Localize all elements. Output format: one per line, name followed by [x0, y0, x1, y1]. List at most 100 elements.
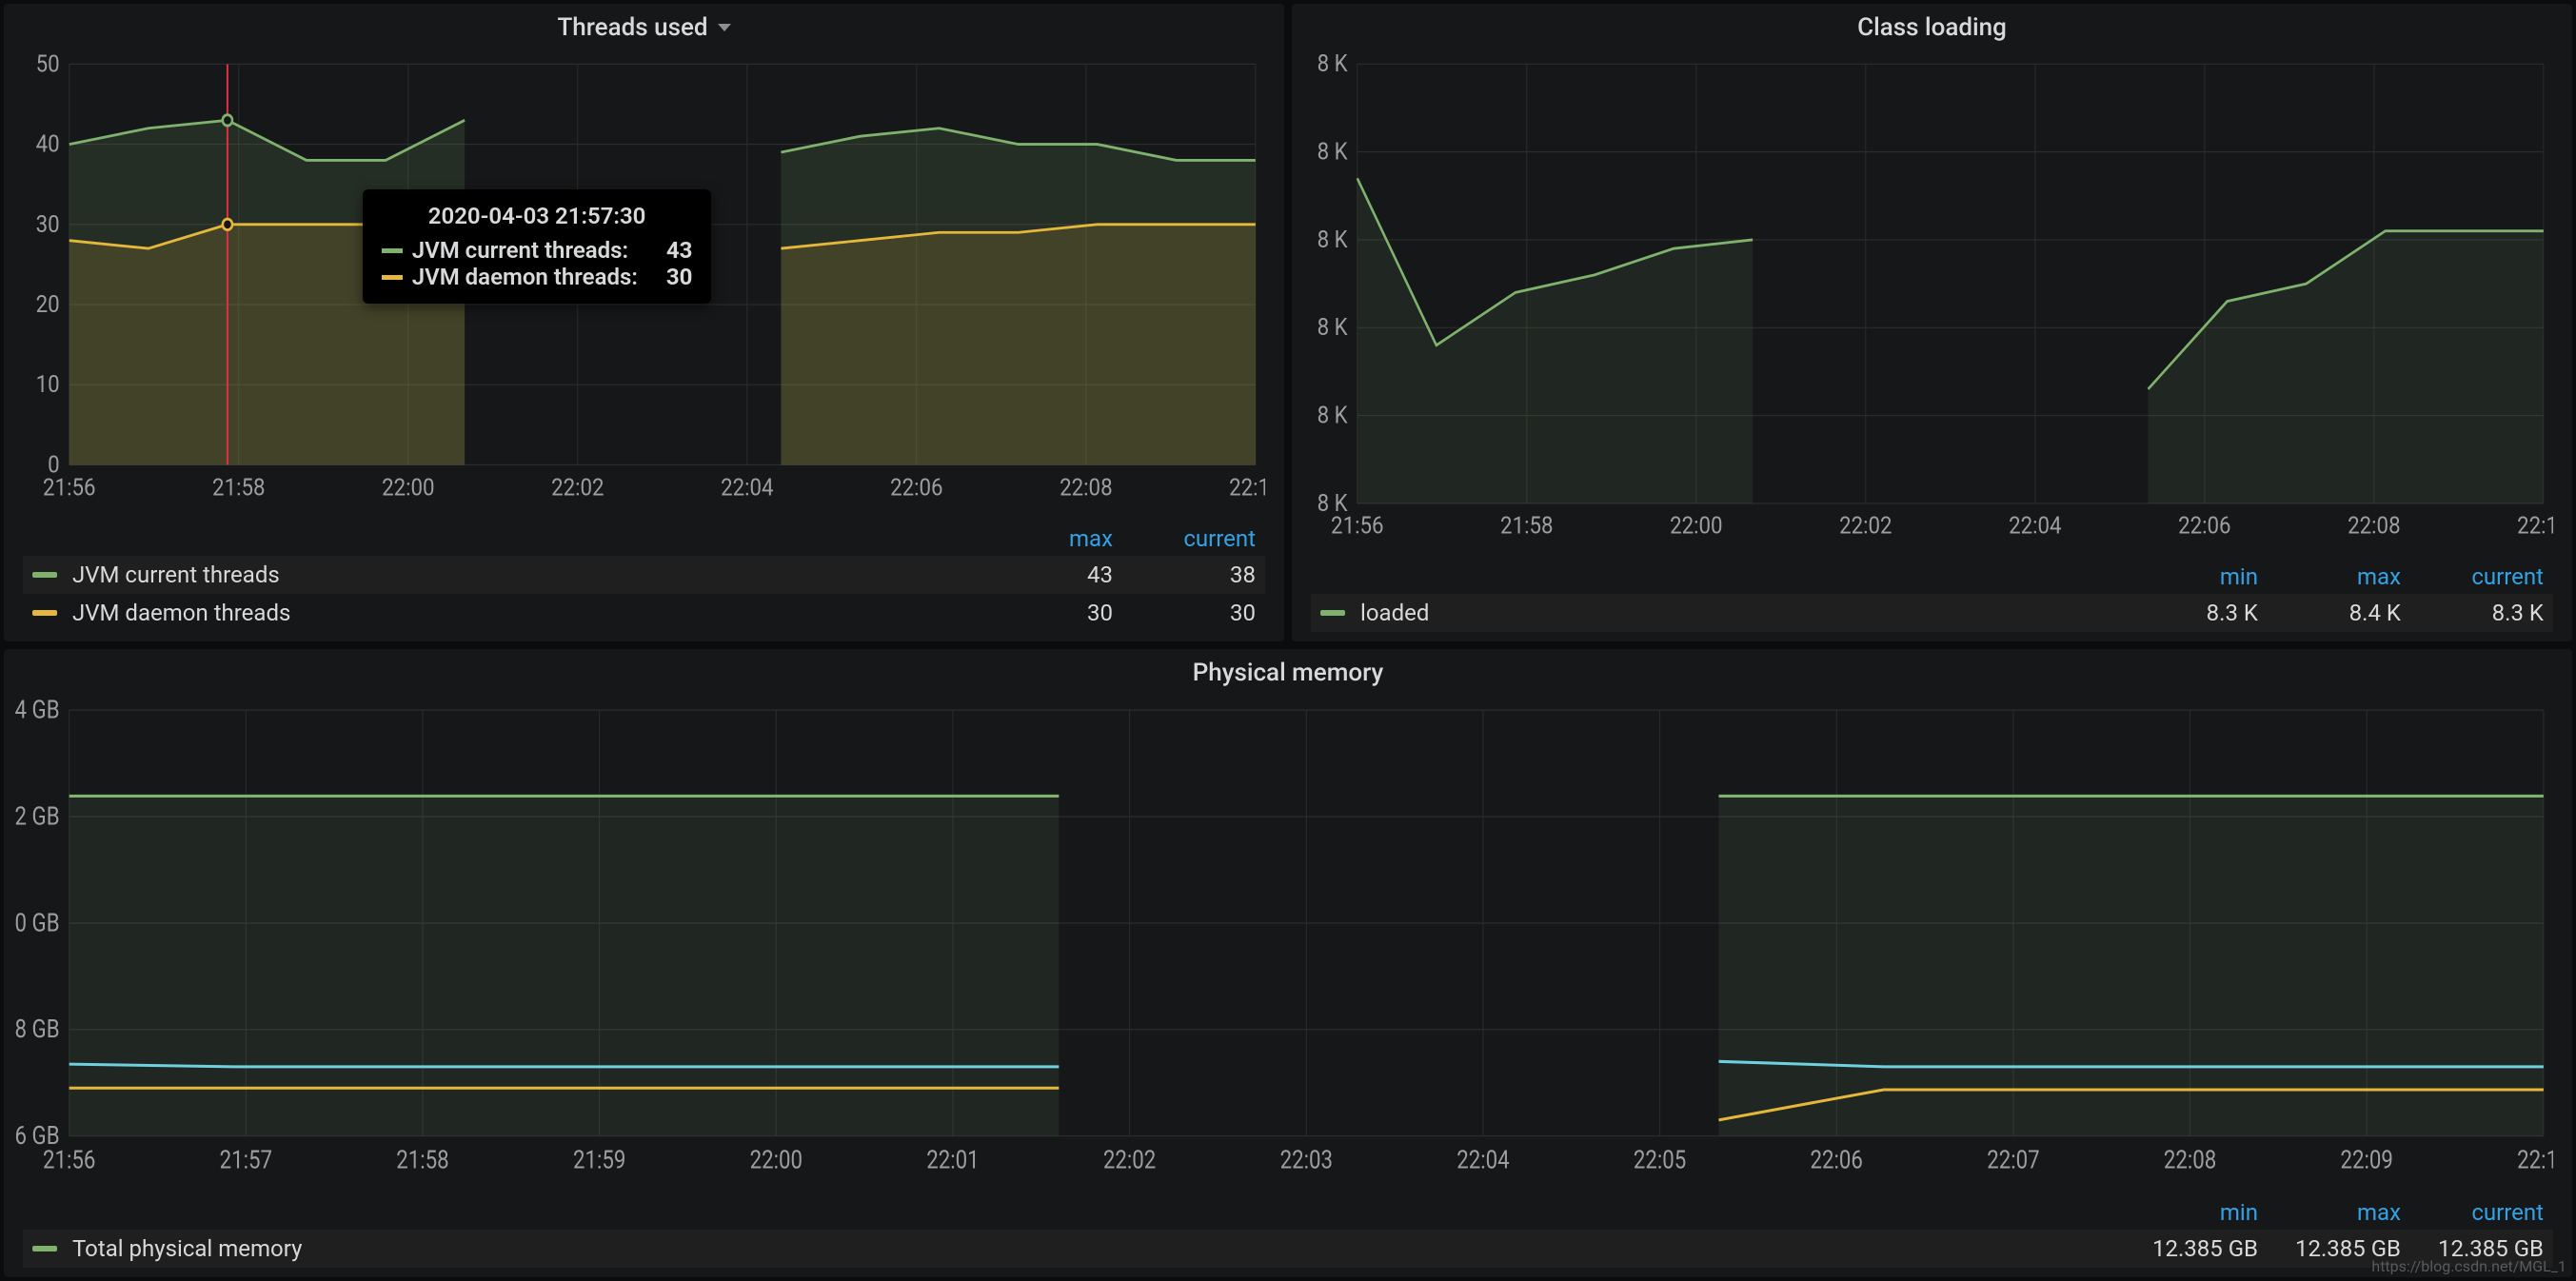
- watermark: https://blog.csdn.net/MGL_1: [2371, 1257, 2566, 1275]
- chevron-down-icon: [718, 24, 731, 31]
- svg-text:22:00: 22:00: [750, 1145, 803, 1174]
- legend-row[interactable]: JVM daemon threads3030: [23, 594, 1265, 632]
- legend-swatch: [32, 572, 57, 578]
- svg-text:8 GB: 8 GB: [15, 1014, 60, 1043]
- svg-text:14 GB: 14 GB: [11, 699, 60, 724]
- legend-row[interactable]: Total physical memory12.385 GB12.385 GB1…: [23, 1230, 2553, 1268]
- legend-memory: min max current Total physical memory12.385…: [4, 1190, 2572, 1277]
- legend-label: loaded: [1360, 600, 2115, 626]
- tooltip-row: JVM daemon threads: 30: [382, 264, 693, 290]
- svg-text:22:10: 22:10: [2517, 1145, 2553, 1174]
- legend-col[interactable]: max: [2306, 563, 2401, 590]
- legend-col[interactable]: current: [2448, 1199, 2544, 1226]
- legend-threads: maxcurrentJVM current threads4338JVM dae…: [4, 516, 1284, 641]
- svg-text:22:06: 22:06: [2178, 511, 2230, 539]
- svg-text:22:10: 22:10: [2517, 511, 2553, 539]
- legend-header: min max current: [1311, 560, 2553, 594]
- tooltip-swatch: [382, 248, 403, 253]
- svg-text:20: 20: [36, 290, 60, 319]
- svg-text:50: 50: [36, 53, 60, 78]
- svg-text:22:04: 22:04: [1456, 1145, 1510, 1174]
- svg-text:22:02: 22:02: [1103, 1145, 1156, 1174]
- chart-threads[interactable]: 0102030405021:5621:5822:0022:0222:0422:0…: [11, 53, 1265, 508]
- legend-value: 12.385 GB: [2115, 1235, 2258, 1262]
- svg-text:22:01: 22:01: [926, 1145, 979, 1174]
- svg-text:22:02: 22:02: [1839, 511, 1892, 539]
- svg-text:22:08: 22:08: [2164, 1145, 2216, 1174]
- chart-classes[interactable]: 8 K8 K8 K8 K8 K8 K21:5621:5822:0022:0222…: [1299, 53, 2553, 546]
- legend-header: max current: [23, 522, 1265, 556]
- legend-value: 30: [970, 600, 1113, 626]
- legend-col[interactable]: current: [2448, 563, 2544, 590]
- panel-memory: Physical memory 6 GB8 GB10 GB12 GB14 GB2…: [4, 649, 2572, 1277]
- tooltip-row: JVM current threads: 43: [382, 237, 693, 264]
- svg-text:22:00: 22:00: [1670, 511, 1722, 539]
- svg-text:30: 30: [36, 210, 60, 239]
- svg-text:22:06: 22:06: [1811, 1145, 1863, 1174]
- legend-swatch: [1320, 610, 1345, 616]
- legend-col[interactable]: current: [1160, 525, 1256, 552]
- svg-text:8 K: 8 K: [1318, 313, 1348, 341]
- panel-title-memory[interactable]: Physical memory: [4, 649, 2572, 691]
- legend-col[interactable]: min: [2163, 1199, 2258, 1226]
- tooltip-value: 30: [647, 264, 693, 290]
- title-text: Threads used: [557, 13, 707, 42]
- legend-col[interactable]: max: [2306, 1199, 2401, 1226]
- svg-text:22:03: 22:03: [1280, 1145, 1333, 1174]
- svg-text:12 GB: 12 GB: [11, 800, 60, 830]
- title-text: Class loading: [1857, 13, 2007, 42]
- legend-row[interactable]: JVM current threads4338: [23, 556, 1265, 594]
- title-text: Physical memory: [1193, 659, 1384, 687]
- legend-value: 8.3 K: [2115, 600, 2258, 626]
- panel-title-threads[interactable]: Threads used: [4, 4, 1284, 46]
- svg-text:21:58: 21:58: [1500, 511, 1553, 539]
- legend-swatch: [32, 1246, 57, 1251]
- legend-classes: minmaxcurrentloaded8.3 K8.4 K8.3 K: [1292, 554, 2572, 641]
- svg-text:21:56: 21:56: [43, 473, 95, 502]
- legend-value: 8.4 K: [2258, 600, 2401, 626]
- svg-text:8 K: 8 K: [1318, 137, 1348, 165]
- tooltip: 2020-04-03 21:57:30 JVM current threads:…: [363, 189, 712, 304]
- legend-value: 8.3 K: [2401, 600, 2544, 626]
- tooltip-swatch: [382, 275, 403, 280]
- legend-row[interactable]: loaded8.3 K8.4 K8.3 K: [1311, 594, 2553, 632]
- chart-memory[interactable]: 6 GB8 GB10 GB12 GB14 GB21:5621:5721:5821…: [11, 699, 2553, 1182]
- svg-text:22:09: 22:09: [2341, 1145, 2393, 1174]
- svg-text:10: 10: [36, 370, 60, 399]
- svg-text:22:07: 22:07: [1987, 1145, 2039, 1174]
- dashboard: Threads used 0102030405021:5621:5822:002…: [0, 0, 2576, 1281]
- legend-col[interactable]: min: [2163, 563, 2258, 590]
- svg-text:22:05: 22:05: [1634, 1145, 1686, 1174]
- svg-text:22:08: 22:08: [2348, 511, 2400, 539]
- legend-value: 38: [1113, 562, 1256, 588]
- legend-label: JVM current threads: [72, 562, 970, 588]
- svg-text:21:59: 21:59: [573, 1145, 625, 1174]
- legend-col[interactable]: max: [1018, 525, 1113, 552]
- svg-text:22:02: 22:02: [551, 473, 604, 502]
- legend-value: 30: [1113, 600, 1256, 626]
- tooltip-value: 43: [647, 237, 693, 264]
- panel-title-classes[interactable]: Class loading: [1292, 4, 2572, 46]
- legend-header: min max current: [23, 1195, 2553, 1230]
- panel-classes: Class loading 8 K8 K8 K8 K8 K8 K21:5621:…: [1292, 4, 2572, 641]
- svg-text:8 K: 8 K: [1318, 53, 1348, 77]
- legend-label: JVM daemon threads: [72, 600, 970, 626]
- legend-swatch: [32, 610, 57, 616]
- panel-threads: Threads used 0102030405021:5621:5822:002…: [4, 4, 1284, 641]
- tooltip-time: 2020-04-03 21:57:30: [382, 203, 693, 229]
- svg-text:21:57: 21:57: [220, 1145, 272, 1174]
- tooltip-name: JVM current threads:: [412, 237, 628, 264]
- svg-text:22:08: 22:08: [1060, 473, 1112, 502]
- svg-text:8 K: 8 K: [1318, 226, 1348, 253]
- legend-label: Total physical memory: [72, 1235, 2115, 1262]
- svg-text:21:56: 21:56: [43, 1145, 95, 1174]
- svg-text:22:06: 22:06: [890, 473, 942, 502]
- tooltip-name: JVM daemon threads:: [412, 264, 638, 290]
- svg-text:21:58: 21:58: [212, 473, 265, 502]
- svg-text:10 GB: 10 GB: [11, 907, 60, 936]
- svg-text:22:00: 22:00: [382, 473, 434, 502]
- legend-value: 43: [970, 562, 1113, 588]
- svg-text:8 K: 8 K: [1318, 401, 1348, 428]
- svg-text:22:04: 22:04: [721, 473, 773, 502]
- svg-text:40: 40: [36, 129, 60, 158]
